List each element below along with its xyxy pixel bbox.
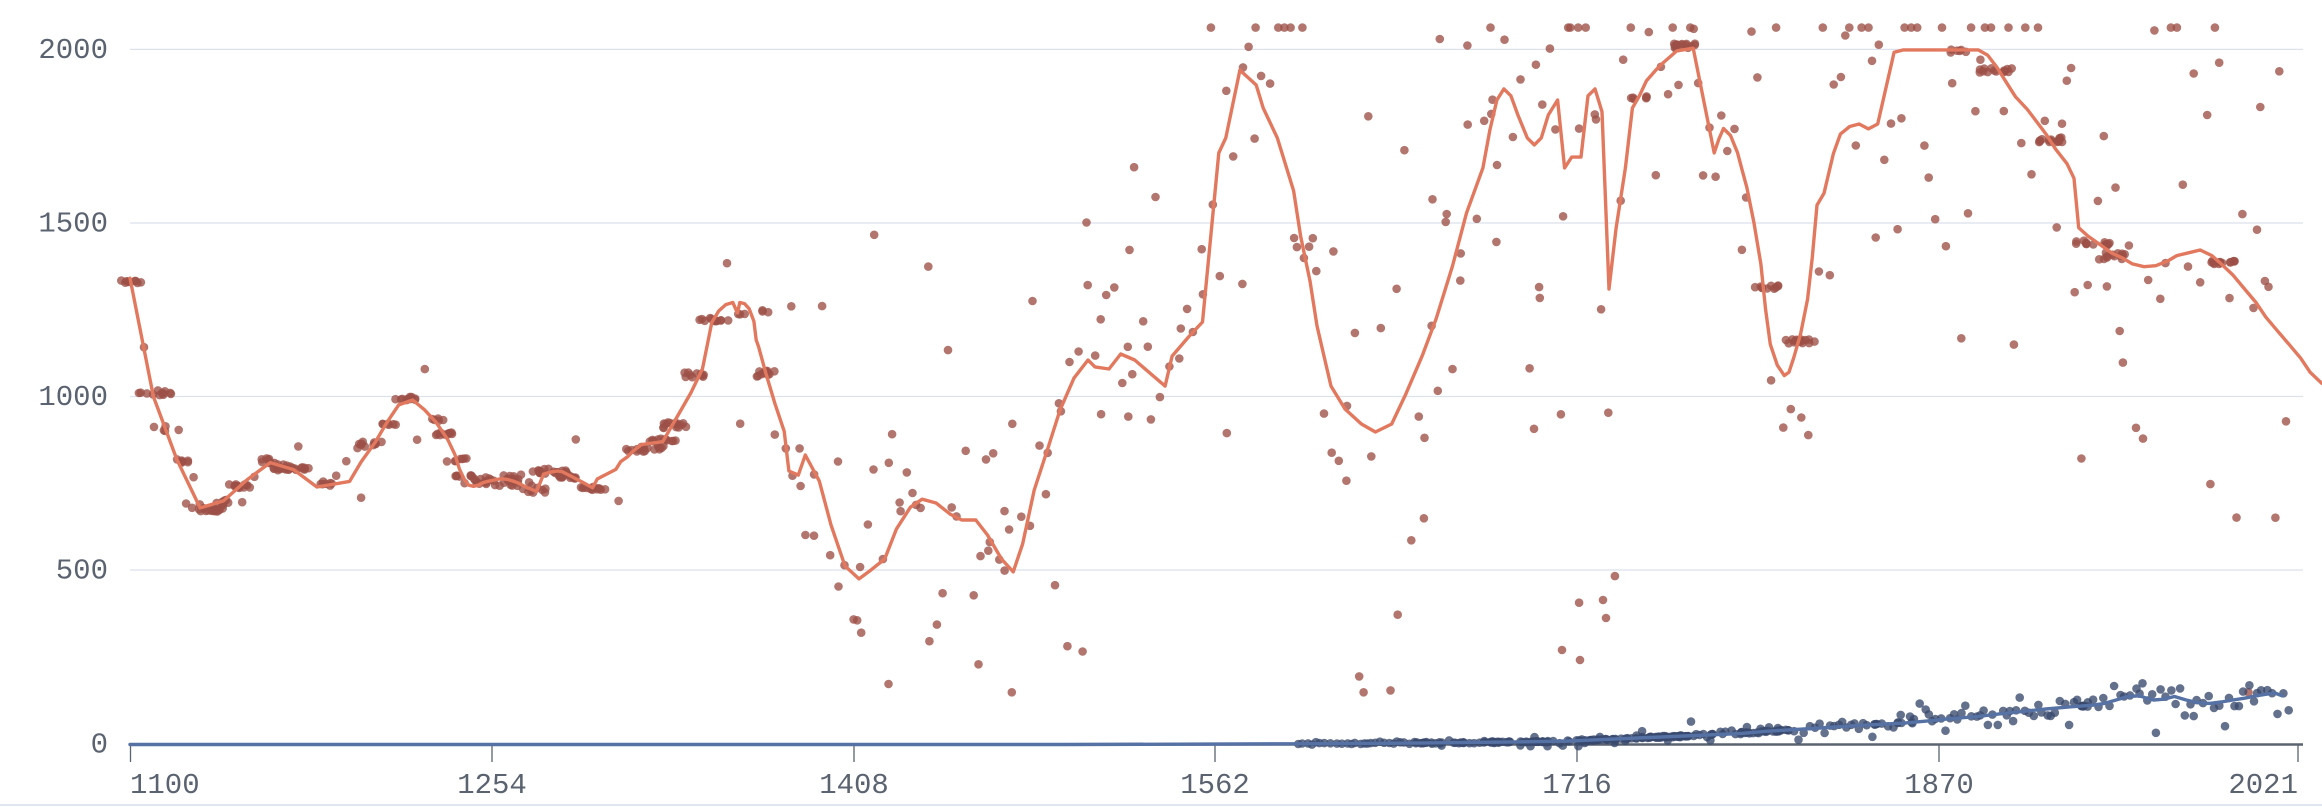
svg-text:1500: 1500 [38,208,108,241]
svg-text:1408: 1408 [819,769,889,802]
svg-text:1254: 1254 [457,769,527,802]
svg-text:500: 500 [56,555,108,588]
svg-text:1562: 1562 [1180,769,1250,802]
svg-text:1100: 1100 [130,769,200,802]
svg-text:1870: 1870 [1904,769,1974,802]
svg-text:2000: 2000 [38,34,108,67]
svg-text:1000: 1000 [38,381,108,414]
svg-text:2021: 2021 [2228,769,2298,802]
svg-text:1716: 1716 [1542,769,1612,802]
svg-text:0: 0 [91,729,108,762]
